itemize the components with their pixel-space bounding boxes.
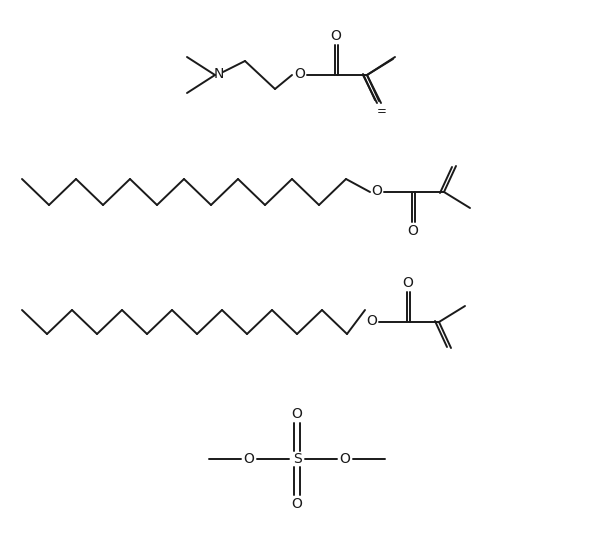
Text: O: O (244, 452, 254, 466)
Text: O: O (331, 29, 342, 43)
Text: =: = (377, 105, 387, 119)
Text: O: O (340, 452, 350, 466)
Text: O: O (407, 224, 418, 238)
Text: O: O (403, 276, 413, 290)
Text: O: O (295, 67, 305, 81)
Text: N: N (214, 67, 224, 81)
Text: O: O (292, 497, 302, 511)
Text: O: O (292, 407, 302, 421)
Text: S: S (293, 452, 301, 466)
Text: O: O (366, 314, 377, 328)
Text: O: O (372, 184, 383, 198)
